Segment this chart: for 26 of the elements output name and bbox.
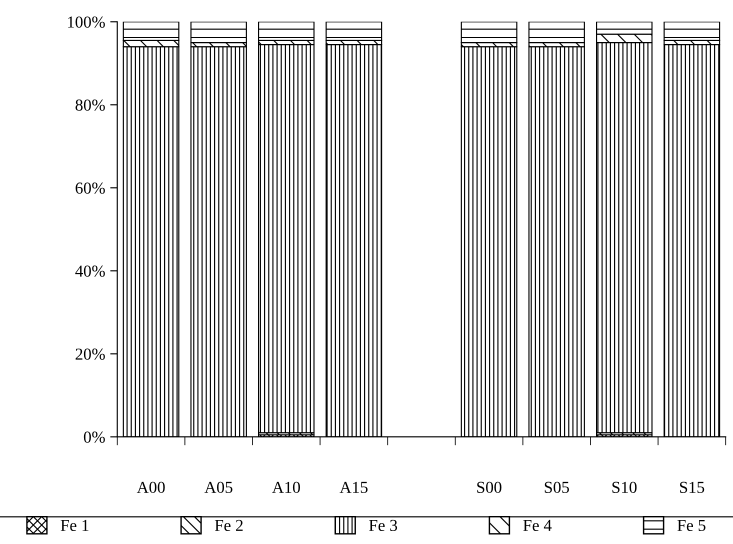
y-tick-label: 60% [76,182,105,194]
x-tick-label: S10 [612,482,637,494]
bar [258,44,315,434]
x-tick-label: A05 [204,482,232,494]
y-tick-label: 20% [76,348,105,360]
x-tick-label: S05 [544,482,569,494]
legend-label: Fe 4 [523,520,552,532]
bar [326,22,382,41]
bar [528,22,585,44]
y-tick-label: 40% [75,266,105,277]
x-tick-label: A15 [340,482,368,494]
bar [258,22,315,41]
legend-label: Fe 5 [677,520,706,532]
y-tick-label: 80% [76,99,105,111]
bar [190,22,247,44]
legend-label: Fe 2 [214,520,243,532]
x-tick-label: A10 [272,482,300,494]
legend-label: Fe 3 [369,520,398,532]
x-tick-label: S00 [477,482,502,494]
bar [460,22,518,44]
x-tick-label: A00 [136,482,165,494]
y-tick-label: 0% [84,432,105,443]
x-tick-label: S15 [680,482,704,494]
bar [664,22,720,41]
y-tick-label: 100% [68,16,105,28]
legend-label: Fe 1 [60,520,88,532]
